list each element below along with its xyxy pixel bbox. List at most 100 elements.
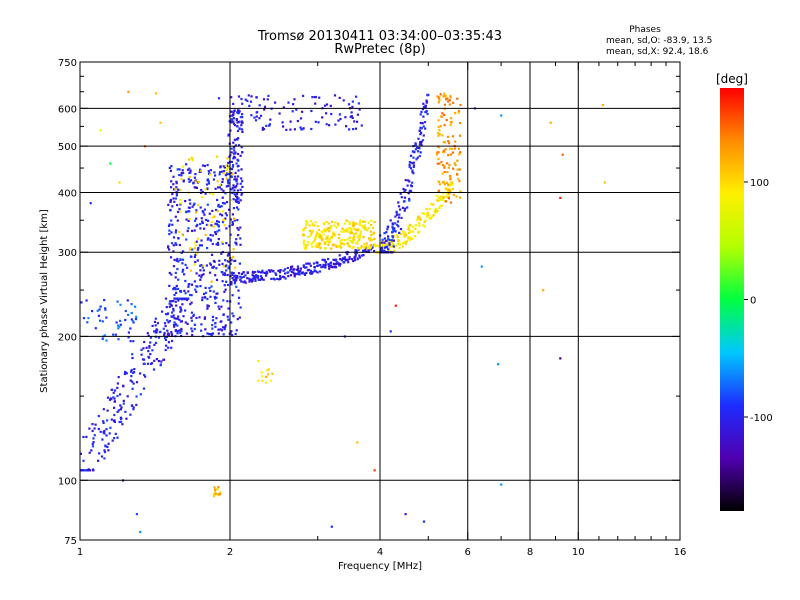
data-point	[105, 434, 108, 437]
data-point	[335, 226, 338, 229]
data-point	[120, 406, 123, 409]
data-point	[443, 124, 446, 127]
data-point	[88, 469, 91, 472]
data-point	[267, 269, 271, 272]
data-point	[330, 264, 333, 267]
data-point	[303, 266, 307, 269]
data-point	[350, 258, 354, 261]
data-point	[219, 328, 222, 331]
data-point	[403, 236, 406, 239]
data-point	[233, 217, 236, 220]
data-point	[241, 192, 244, 195]
data-point	[416, 218, 419, 221]
data-point	[153, 359, 156, 362]
data-point	[339, 262, 342, 265]
data-point	[422, 224, 425, 227]
data-point	[210, 280, 213, 283]
data-point	[180, 309, 183, 312]
data-point	[411, 150, 414, 153]
data-point	[181, 169, 184, 172]
data-point	[392, 245, 395, 248]
data-point	[201, 221, 204, 224]
data-point	[417, 146, 420, 150]
data-point	[455, 195, 458, 198]
data-point	[211, 319, 215, 322]
data-point	[221, 210, 224, 213]
data-point	[448, 103, 451, 106]
data-point	[94, 327, 97, 330]
data-point	[98, 308, 101, 311]
data-point	[230, 271, 233, 274]
data-point	[172, 309, 175, 312]
data-point	[184, 321, 187, 324]
data-point	[355, 250, 358, 253]
data-point	[235, 279, 238, 282]
data-point	[422, 520, 426, 523]
data-point	[220, 188, 223, 191]
data-point	[130, 380, 134, 383]
data-point	[220, 305, 223, 308]
data-point	[175, 192, 178, 195]
data-point	[359, 230, 362, 233]
data-point	[317, 228, 320, 231]
colorbar-tick-label: -100	[750, 413, 773, 424]
data-point	[443, 92, 446, 95]
data-point	[394, 222, 397, 225]
data-point	[412, 172, 415, 175]
data-point	[155, 329, 158, 332]
y-tick-label: 600	[58, 104, 77, 115]
data-point	[424, 111, 427, 114]
data-point	[199, 285, 202, 288]
data-point	[237, 302, 240, 305]
data-point	[306, 244, 309, 247]
data-point	[373, 469, 376, 472]
data-point	[104, 308, 107, 311]
data-point	[309, 264, 312, 267]
data-point	[233, 149, 236, 152]
data-point	[458, 180, 461, 183]
data-point	[423, 220, 426, 223]
data-point	[321, 116, 324, 119]
data-point	[292, 268, 295, 271]
data-point	[191, 333, 194, 337]
data-point	[405, 234, 408, 237]
data-point	[106, 445, 109, 448]
data-point	[224, 288, 227, 291]
data-point	[312, 262, 316, 265]
data-point	[314, 270, 318, 273]
data-point	[222, 172, 225, 175]
data-point	[290, 267, 293, 270]
data-point	[452, 101, 455, 104]
data-point	[185, 218, 188, 221]
data-point	[215, 296, 218, 299]
data-point	[149, 353, 152, 356]
data-point	[183, 298, 186, 301]
data-point	[124, 370, 127, 374]
data-point	[130, 404, 134, 407]
data-point	[210, 220, 213, 223]
data-point	[559, 196, 562, 199]
data-point	[214, 492, 217, 495]
data-point	[332, 266, 335, 269]
data-point	[325, 220, 328, 224]
data-point	[442, 196, 445, 199]
data-point	[231, 294, 234, 297]
data-point	[129, 340, 132, 343]
data-point	[219, 213, 222, 216]
data-point	[199, 169, 202, 172]
data-point	[420, 140, 423, 143]
data-point	[410, 190, 413, 193]
data-point	[331, 220, 334, 223]
data-point	[296, 119, 299, 123]
data-point	[449, 121, 453, 124]
data-point	[337, 237, 341, 240]
data-point	[127, 90, 130, 93]
data-point	[232, 255, 235, 258]
data-point	[231, 165, 234, 168]
data-point	[235, 242, 238, 245]
data-point	[318, 242, 321, 245]
data-point	[239, 226, 242, 229]
data-point	[168, 248, 171, 251]
data-point	[397, 225, 400, 228]
data-point	[213, 215, 216, 218]
